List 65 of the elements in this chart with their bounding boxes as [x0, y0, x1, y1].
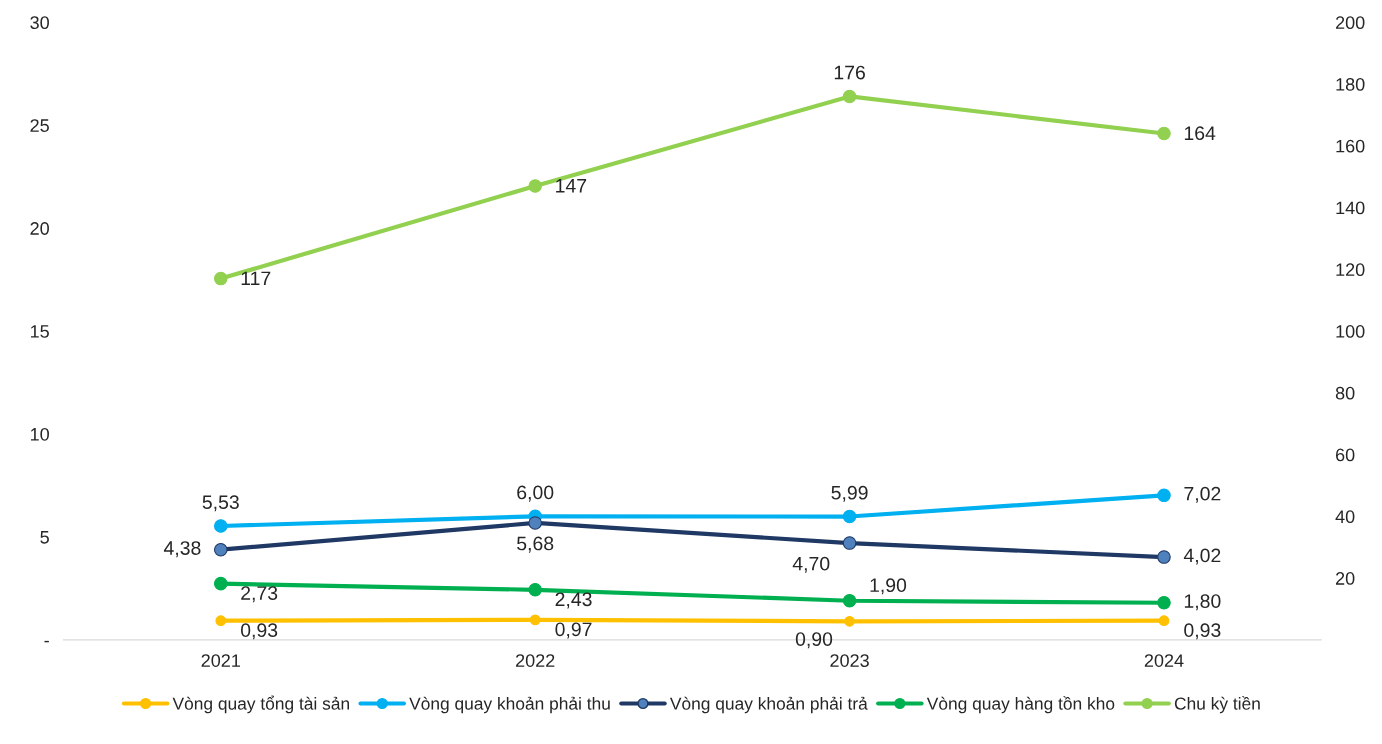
- y2-tick-label: 120: [1336, 263, 1365, 277]
- y-tick-label: 20: [30, 222, 49, 235]
- point: [1157, 126, 1171, 141]
- y2-tick-label: 80: [1335, 386, 1355, 400]
- legend-label: Vòng quay tổng tài sản: [172, 695, 349, 714]
- data-label: 147: [556, 179, 587, 193]
- point: [842, 593, 857, 608]
- data-label: 1,90: [870, 578, 907, 595]
- y2-tick-label: 40: [1335, 510, 1355, 524]
- point: [214, 576, 228, 591]
- x-tick-label: 2022: [516, 654, 555, 667]
- data-label: 0,97: [555, 622, 592, 639]
- y2-tick-label: 200: [1335, 16, 1365, 30]
- point: [528, 179, 542, 193]
- data-label: 2,73: [241, 586, 278, 603]
- point: [214, 271, 228, 286]
- y2-tick-label: 60: [1336, 448, 1355, 462]
- y-tick-label: 30: [30, 16, 49, 30]
- y2-tick-label: 20: [1335, 572, 1355, 585]
- data-label: 0,90: [795, 632, 833, 649]
- y2-tick-label: 160: [1336, 139, 1365, 153]
- point: [529, 614, 541, 626]
- y2-tick-label: 140: [1336, 201, 1365, 215]
- x-tick-label: 2021: [201, 654, 240, 667]
- data-label: 1,80: [1184, 594, 1221, 611]
- point: [1157, 596, 1171, 610]
- point: [528, 583, 542, 597]
- data-label: 5,53: [202, 495, 239, 512]
- data-label: 176: [834, 65, 865, 80]
- point: [214, 542, 228, 557]
- y2-tick-label: 100: [1336, 325, 1365, 338]
- legend-label: Chu kỳ tiền: [1174, 696, 1260, 714]
- point: [842, 509, 857, 524]
- y2-tick-label: 180: [1336, 78, 1365, 91]
- y-tick-label: 10: [30, 427, 49, 441]
- data-label: 164: [1184, 126, 1216, 141]
- point: [528, 516, 542, 530]
- data-label: 0,93: [1184, 623, 1221, 640]
- point: [1157, 550, 1171, 564]
- point: [1158, 615, 1170, 627]
- x-tick-label: 2024: [1144, 654, 1184, 667]
- point: [842, 536, 857, 550]
- x-tick-label: 2023: [830, 654, 869, 667]
- data-label: 4,70: [792, 556, 830, 573]
- data-label: 5,68: [517, 536, 554, 553]
- data-label: 2,43: [555, 592, 592, 609]
- point: [1157, 488, 1171, 503]
- y-tick-label: 25: [30, 119, 49, 132]
- point: [842, 89, 857, 104]
- y-tick-label: 15: [30, 325, 49, 338]
- legend-label: Vòng quay hàng tồn kho: [926, 696, 1115, 714]
- data-label: 4,38: [163, 541, 201, 558]
- data-label: 117: [241, 271, 271, 286]
- legend-label: Vòng quay khoản phải thu: [409, 696, 610, 714]
- data-label: 0,93: [240, 623, 278, 640]
- data-label: 5,99: [831, 485, 868, 502]
- data-label: 6,00: [517, 485, 554, 502]
- point: [214, 519, 228, 533]
- y-tick-label: 5: [40, 531, 49, 544]
- data-label: 7,02: [1184, 486, 1221, 503]
- data-label: 4,02: [1183, 548, 1221, 565]
- legend-label: Vòng quay khoản phải trả: [669, 696, 868, 714]
- point: [844, 615, 855, 627]
- point: [215, 615, 227, 627]
- y-tick-label: -: [44, 640, 49, 643]
